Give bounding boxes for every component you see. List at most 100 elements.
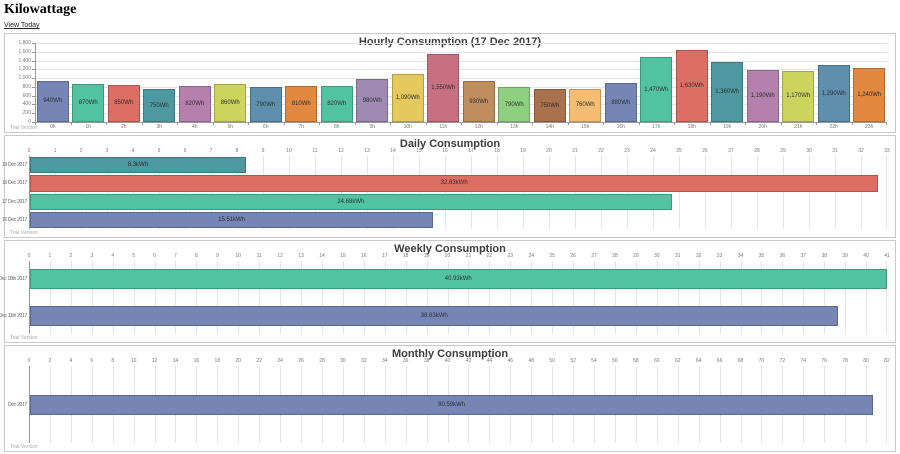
- x-tick-label: 5h: [227, 124, 234, 130]
- bar-value-label: 790Wh: [504, 101, 524, 108]
- gridline: [549, 156, 550, 229]
- x-tick-label: 2h: [120, 124, 127, 130]
- x-tick-mark: [141, 122, 143, 125]
- x-tick-label: 22: [256, 358, 262, 364]
- gridline: [861, 156, 862, 229]
- category-label: Dec 11th 2017: [0, 312, 27, 319]
- x-tick-label: 26: [298, 358, 304, 364]
- category-label: 16 Dec 2017: [1, 216, 27, 223]
- x-tick-label: 22: [486, 253, 493, 259]
- gridline: [866, 261, 868, 334]
- bar: 38.63kWh: [30, 305, 839, 326]
- view-today-link[interactable]: View Today: [4, 22, 40, 29]
- x-tick-mark: [532, 122, 533, 125]
- bar-value-label: 940Wh: [43, 98, 63, 105]
- gridline: [635, 261, 637, 334]
- column-bar: 860Wh: [214, 84, 247, 122]
- bar-value-label: 32.63kWh: [440, 180, 468, 187]
- x-tick-mark: [390, 122, 391, 125]
- x-tick-label: 20h: [758, 124, 767, 130]
- y-tick-mark: [32, 104, 35, 106]
- bar-value-label: 1,360Wh: [715, 89, 740, 96]
- bar-value-label: 1,550Wh: [431, 84, 456, 91]
- gridline: [601, 156, 602, 229]
- monthly-consumption-chart: Monthly Consumption 0 2 4 6 8 10 12 14 16 18 20 22 2…: [4, 345, 896, 452]
- bar-value-label: 930Wh: [469, 98, 489, 105]
- x-tick-label: 19h: [723, 124, 732, 130]
- x-tick-label: 3h: [156, 124, 163, 130]
- gridline: [705, 156, 706, 229]
- bar-value-label: 1,190Wh: [750, 92, 775, 99]
- gridline: [159, 156, 160, 229]
- hourly-plot-area: 0 200 400 600 800 1,000 1,200 1,400 1,600 1,800 94…: [18, 40, 887, 130]
- x-tick-mark: [886, 122, 887, 125]
- gridline: [55, 156, 56, 229]
- weekly-consumption-chart: Weekly Consumption 0 1 2 3 4 5 6 7 8 9 10 11 12 13 14 1…: [0, 240, 896, 343]
- x-tick-label: 58: [633, 358, 639, 364]
- x-tick-label: 25: [549, 253, 555, 259]
- column-bar: 820Wh: [178, 86, 211, 122]
- gridline: [627, 156, 628, 229]
- bar-value-label: 870Wh: [78, 99, 98, 106]
- x-tick-label: 4: [111, 253, 115, 259]
- x-tick-label: 10: [130, 358, 137, 364]
- bar-value-label: 40.93kWh: [444, 276, 472, 283]
- bar-value-label: 750Wh: [149, 102, 169, 109]
- bar-value-label: 24.68kWh: [337, 198, 365, 205]
- gridline: [757, 156, 758, 229]
- x-tick-label: 23: [624, 148, 630, 154]
- x-tick-label: 39: [842, 253, 848, 259]
- bar-value-label: 1,470Wh: [644, 86, 669, 93]
- y-tick-label: 1,600: [18, 48, 31, 55]
- x-tick-label: 44: [486, 358, 493, 364]
- x-tick-label: 3: [105, 148, 109, 154]
- gridline: [133, 261, 135, 334]
- x-tick-label: 2: [79, 148, 83, 154]
- column-bar: 870Wh: [72, 83, 105, 122]
- bar-value-label: 750Wh: [540, 102, 560, 109]
- y-tick-mark: [32, 43, 35, 44]
- bar-value-label: 820Wh: [327, 101, 347, 107]
- x-tick-mark: [212, 122, 214, 125]
- gridline: [677, 261, 679, 334]
- column-bar: 1,290Wh: [817, 65, 850, 122]
- y-tick-mark: [32, 69, 35, 71]
- y-tick-mark: [32, 86, 35, 88]
- x-tick-mark: [283, 122, 285, 125]
- x-tick-label: 11h: [439, 124, 448, 130]
- daily-chart-title: Daily Consumption: [399, 138, 501, 150]
- x-tick-label: 26: [702, 148, 708, 154]
- gridline: [29, 156, 30, 229]
- x-tick-label: 10: [286, 148, 292, 154]
- x-tick-label: 20: [546, 148, 552, 154]
- x-tick-mark: [603, 122, 604, 125]
- gridline: [698, 261, 700, 334]
- x-tick-label: 14: [390, 148, 396, 154]
- x-tick-label: 31: [674, 253, 681, 259]
- x-tick-label: 11: [256, 253, 262, 259]
- column-bar: 790Wh: [498, 87, 531, 122]
- x-tick-mark: [35, 122, 36, 125]
- x-tick-label: 41: [884, 253, 890, 259]
- x-tick-label: 31: [832, 148, 838, 154]
- x-tick-label: 14: [172, 358, 179, 364]
- gridline: [405, 261, 407, 334]
- x-tick-mark: [496, 122, 498, 125]
- x-tick-label: 8: [111, 358, 115, 364]
- x-tick-label: 27: [728, 148, 734, 154]
- x-tick-label: 46: [507, 358, 514, 364]
- x-tick-label: 42: [465, 358, 472, 364]
- x-tick-label: 16: [193, 358, 200, 364]
- bar-value-label: 880Wh: [611, 99, 631, 106]
- x-tick-label: 30: [806, 148, 812, 154]
- x-tick-label: 38: [423, 358, 430, 364]
- x-tick-label: 40: [444, 358, 451, 364]
- x-tick-mark: [780, 122, 782, 125]
- x-tick-label: 0: [27, 358, 31, 364]
- gridline: [367, 156, 368, 229]
- bar-value-label: 1,630Wh: [679, 83, 704, 90]
- gridline: [29, 261, 30, 334]
- x-tick-label: 2: [69, 253, 73, 259]
- gridline: [731, 156, 732, 229]
- x-tick-label: 32: [695, 253, 702, 259]
